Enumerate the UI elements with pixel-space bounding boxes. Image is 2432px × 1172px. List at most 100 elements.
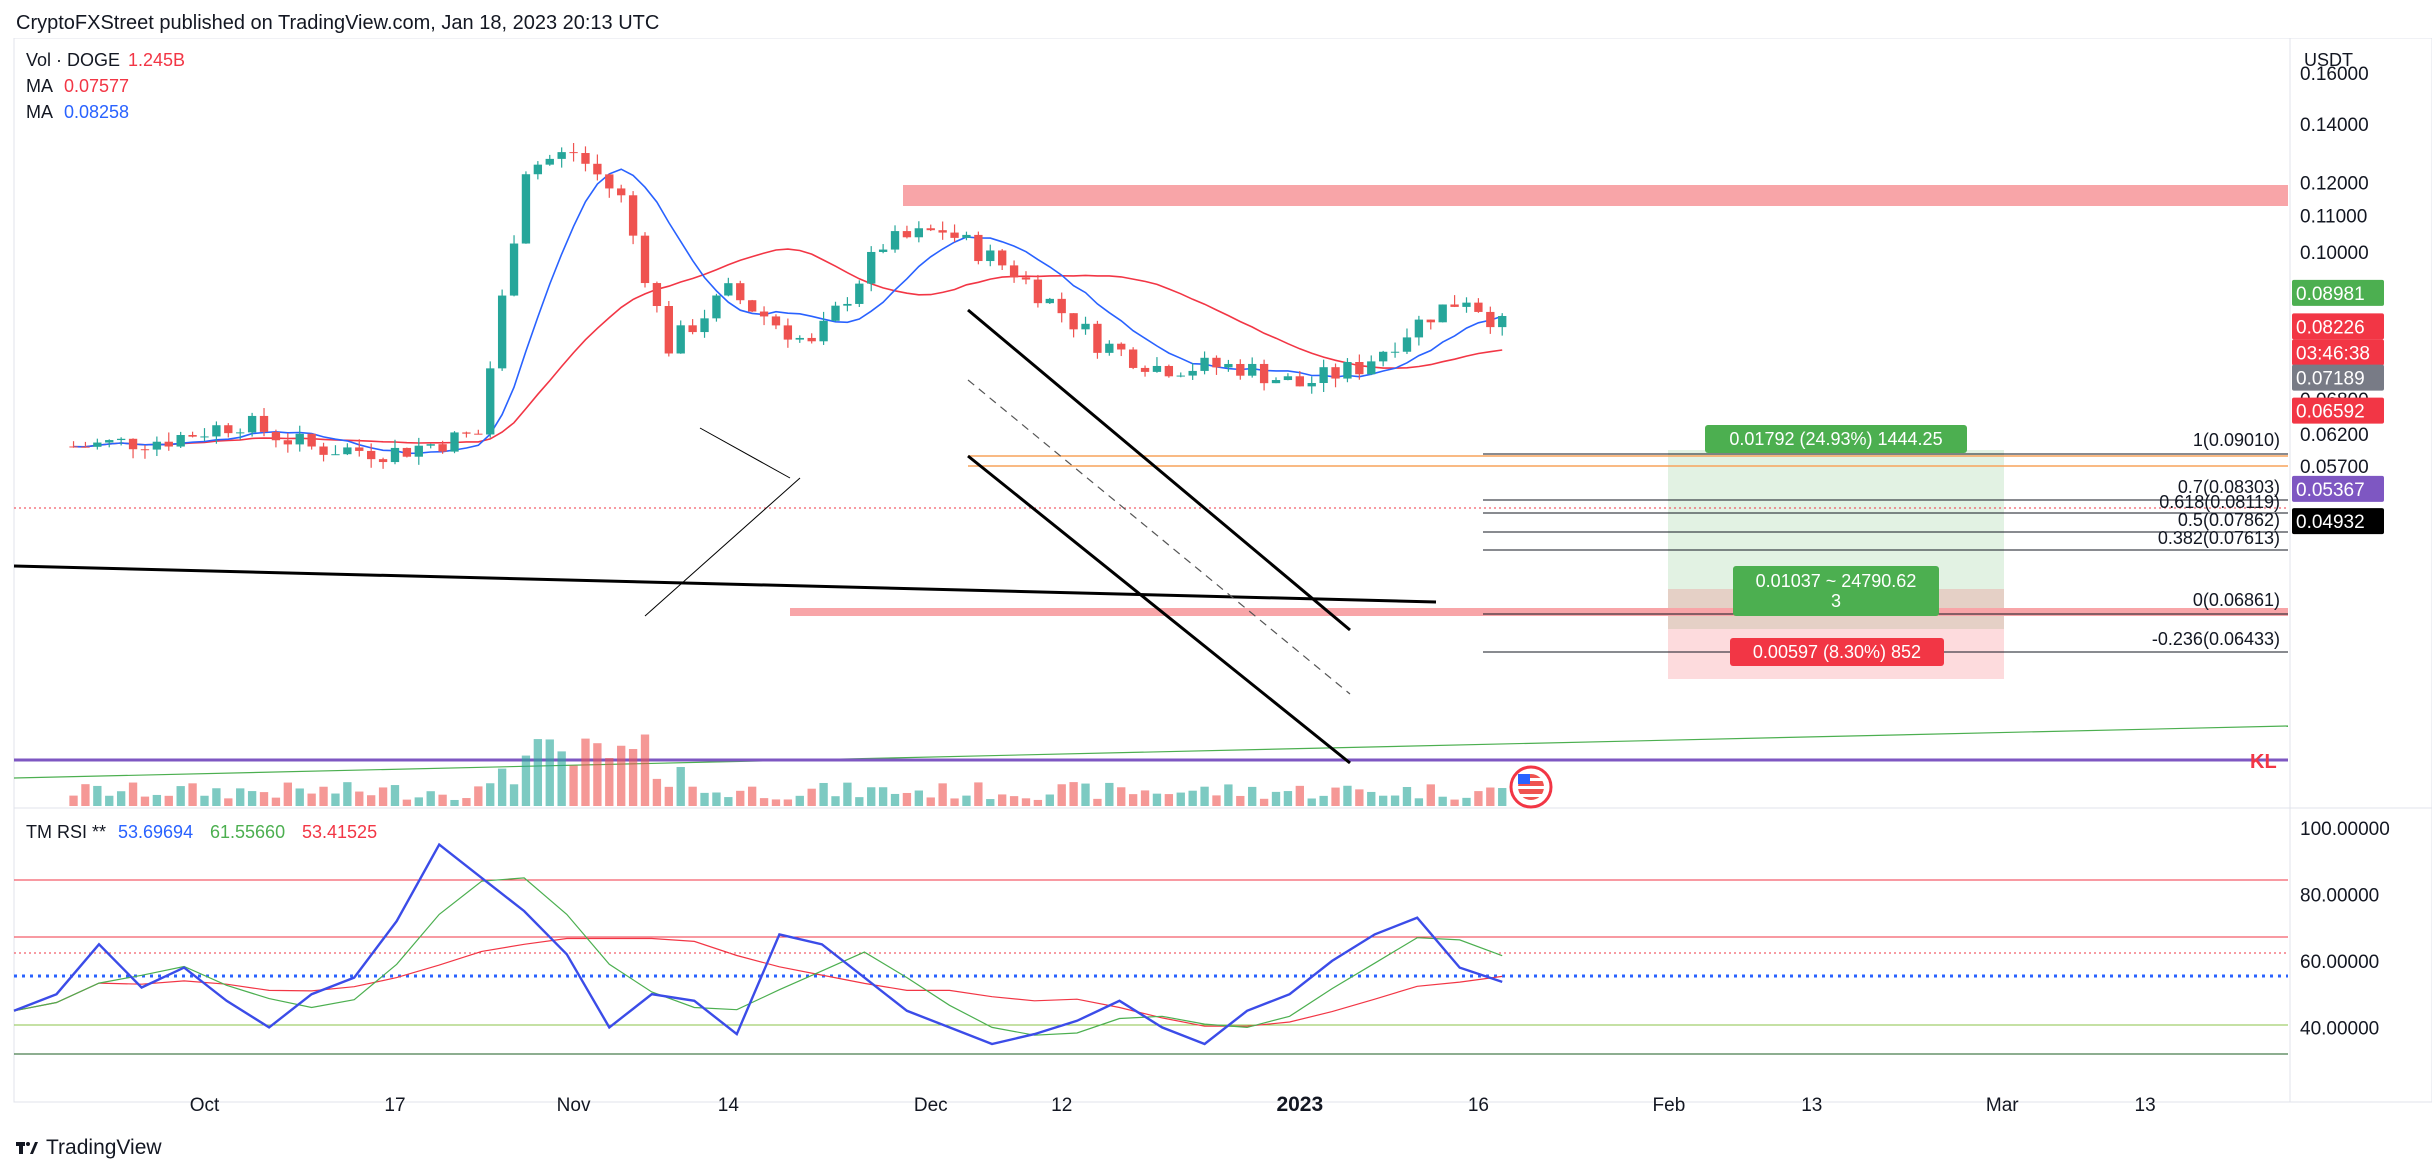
candle-body bbox=[176, 435, 185, 447]
fib-label-neg0.236: -0.236(0.06433) bbox=[2152, 629, 2280, 649]
chart-frame[interactable]: Vol · DOGE 1.245B MA 0.07577 MA 0.08258 … bbox=[0, 38, 2432, 1138]
volume-bar bbox=[1378, 795, 1388, 806]
ma1-label: MA bbox=[26, 76, 53, 96]
candle-body bbox=[1498, 316, 1507, 328]
candle-body bbox=[605, 174, 614, 189]
volume-bar bbox=[105, 795, 114, 806]
fib-label-0.382: 0.382(0.07613) bbox=[2158, 528, 2280, 548]
candle-body bbox=[1069, 313, 1078, 330]
volume-bar bbox=[831, 796, 840, 806]
ratio-box bbox=[1733, 566, 1939, 616]
volume-bar bbox=[890, 793, 900, 806]
trendline-horizontal-support bbox=[13, 564, 1437, 604]
volume-bar bbox=[1236, 795, 1245, 806]
ma-fast-line bbox=[73, 168, 1503, 455]
volume-bar bbox=[271, 797, 281, 806]
time-axis: Oct 17 Nov 14 Dec 12 2023 16 Feb 13 Mar 13 bbox=[190, 1093, 2156, 1116]
vol-value: 1.245B bbox=[128, 50, 185, 70]
price-tick: 0.11000 bbox=[2300, 207, 2367, 228]
volume-bar bbox=[1248, 786, 1257, 806]
candle-body bbox=[474, 433, 483, 435]
fib-label-0.5: 0.5(0.07862) bbox=[2178, 510, 2280, 530]
time-tick: 17 bbox=[384, 1095, 405, 1116]
ratio-sub: 3 bbox=[1831, 591, 1841, 611]
price-chart[interactable]: Vol · DOGE 1.245B MA 0.07577 MA 0.08258 … bbox=[0, 38, 2432, 1138]
volume-bar bbox=[1105, 782, 1114, 806]
candle-body bbox=[962, 234, 971, 238]
resistance-zone[interactable] bbox=[903, 185, 2288, 206]
volume-bar bbox=[1212, 795, 1221, 806]
candle-body bbox=[81, 446, 90, 448]
volume-bar bbox=[1498, 788, 1507, 806]
candle-body bbox=[497, 295, 507, 369]
volume-bar bbox=[390, 785, 400, 806]
candle-body bbox=[438, 444, 447, 452]
volume-bar bbox=[367, 795, 376, 806]
candle-body bbox=[1319, 367, 1328, 384]
candle-body bbox=[1212, 357, 1221, 368]
volume-bar bbox=[1462, 797, 1471, 806]
candle-body bbox=[926, 228, 935, 231]
volume-bar bbox=[628, 749, 638, 806]
volume-bar bbox=[1426, 784, 1435, 806]
support-zone[interactable] bbox=[790, 608, 2288, 616]
candle-body bbox=[986, 250, 995, 262]
ratio-text: 0.01037 ~ 24790.62 bbox=[1756, 571, 1917, 591]
candle-body bbox=[593, 163, 602, 175]
candle-body bbox=[867, 251, 876, 284]
candle-body bbox=[938, 230, 947, 233]
us-flag-icon[interactable] bbox=[1509, 765, 1553, 809]
candle-body bbox=[236, 432, 245, 434]
volume-bar bbox=[81, 784, 90, 806]
candle-body bbox=[521, 174, 531, 244]
trendlines[interactable] bbox=[13, 308, 1437, 765]
candle-body bbox=[652, 283, 662, 307]
price-tag-bg bbox=[2292, 339, 2384, 366]
candle-body bbox=[355, 447, 364, 451]
kl-label: KL bbox=[2250, 751, 2277, 773]
candle-body bbox=[1057, 298, 1066, 314]
volume-bar bbox=[902, 792, 912, 806]
candle-body bbox=[831, 305, 840, 321]
price-tag-text: 0.08226 bbox=[2296, 317, 2365, 338]
rsi-axis-ticks: 100.00000 80.00000 60.00000 40.00000 bbox=[2300, 819, 2390, 1039]
volume-bar bbox=[545, 739, 554, 806]
candle-body bbox=[1152, 365, 1162, 372]
volume-bar bbox=[1283, 791, 1293, 806]
time-tick: Mar bbox=[1986, 1095, 2019, 1116]
volume-bar bbox=[140, 796, 150, 806]
volume-bar bbox=[1188, 790, 1197, 806]
volume-bar bbox=[355, 791, 364, 806]
volume-bar bbox=[224, 798, 233, 806]
volume-bar bbox=[1069, 782, 1078, 806]
candle-body bbox=[212, 425, 221, 437]
candle-body bbox=[295, 433, 304, 445]
candle-body bbox=[914, 228, 924, 238]
candle-body bbox=[1176, 375, 1185, 377]
candle-body bbox=[259, 415, 269, 432]
price-tag-bg bbox=[2292, 397, 2384, 424]
volume-bar bbox=[1140, 790, 1150, 806]
candle-body bbox=[414, 445, 423, 457]
footer-brand: TradingView bbox=[46, 1136, 162, 1159]
volume-bar bbox=[1414, 798, 1424, 806]
candle-body bbox=[69, 446, 78, 448]
volume-bar bbox=[640, 734, 650, 806]
volume-bar bbox=[176, 786, 185, 806]
fib-retracement[interactable] bbox=[1483, 453, 2288, 653]
volume-bar bbox=[247, 791, 257, 806]
volume-bar bbox=[1343, 785, 1352, 806]
volume-bar bbox=[438, 794, 447, 806]
volume-bar bbox=[533, 739, 543, 806]
publisher-header: CryptoFXStreet published on TradingView.… bbox=[16, 12, 660, 34]
time-tick: Oct bbox=[190, 1095, 220, 1116]
price-tick: 0.12000 bbox=[2300, 174, 2369, 195]
volume-bar bbox=[521, 755, 531, 806]
candle-body bbox=[569, 152, 578, 154]
green-trendline[interactable] bbox=[13, 725, 2289, 779]
candle-body bbox=[283, 440, 292, 445]
candles bbox=[69, 143, 1507, 469]
candle-body bbox=[1248, 363, 1257, 376]
volume-bar bbox=[1176, 792, 1185, 806]
candle-body bbox=[878, 249, 888, 252]
